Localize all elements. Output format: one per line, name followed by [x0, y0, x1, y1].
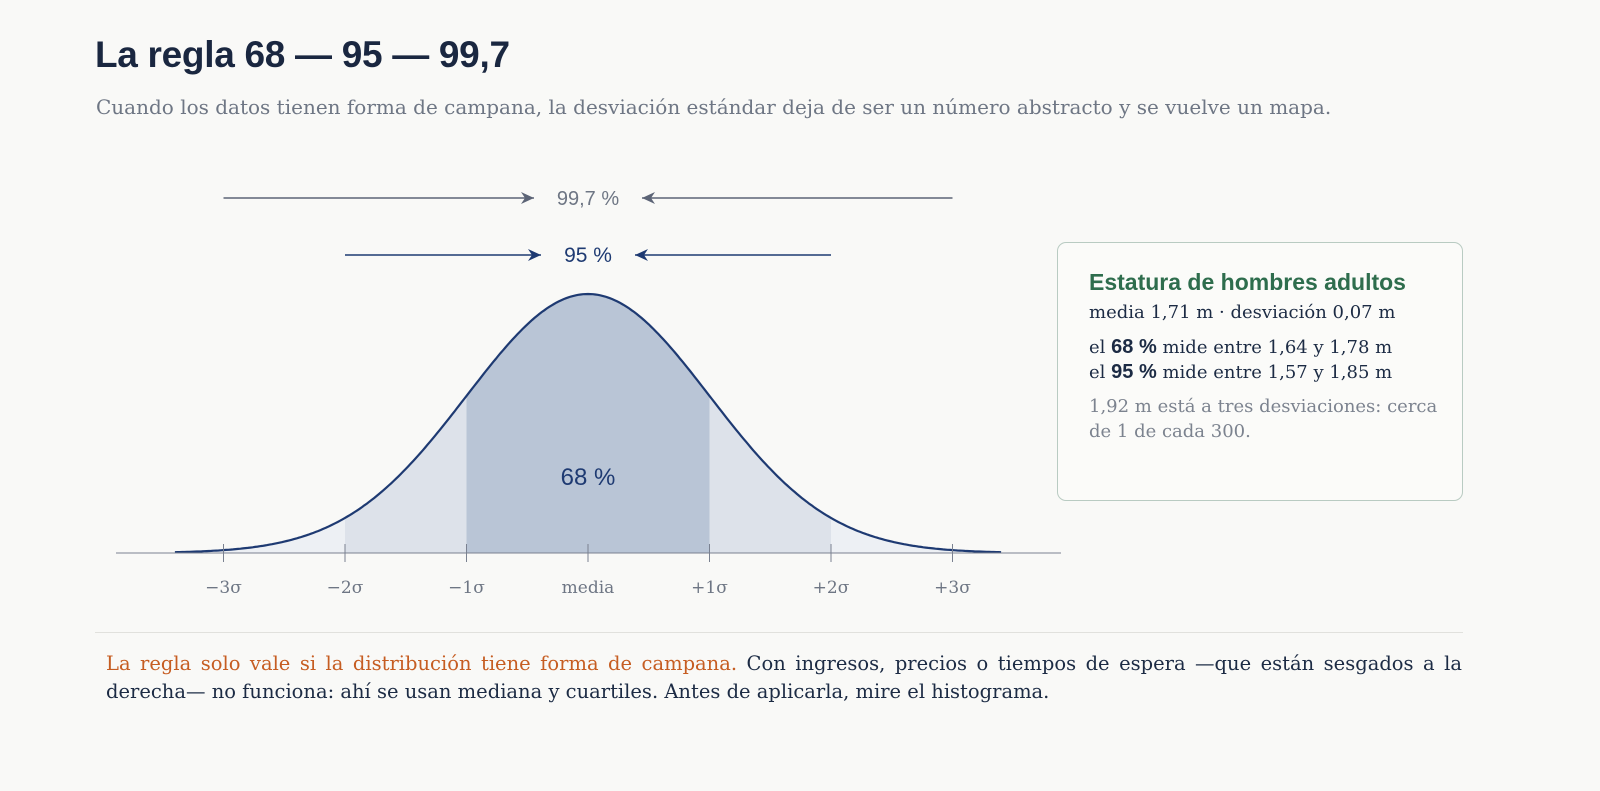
arrow-head-left — [635, 249, 648, 261]
footnote: La regla solo vale si la distribución ti… — [106, 650, 1462, 706]
arrow-head-right — [528, 249, 541, 261]
card-title: Estatura de hombres adultos — [1089, 269, 1406, 295]
range-label: 95 % — [564, 244, 612, 267]
page-title: La regla 68 — 95 — 99,7 — [95, 34, 510, 75]
normal-distribution-diagram: −3σ −2σ −1σ media +1σ +2σ +3σ 99,7 % 95 % 68 % — [116, 188, 1061, 598]
page-subtitle: Cuando los datos tienen forma de campana… — [96, 95, 1332, 119]
section-divider — [95, 632, 1463, 633]
example-card: Estatura de hombres adultos media 1,71 m… — [1057, 242, 1463, 501]
tick-label: +2σ — [813, 578, 850, 598]
card-row-prefix: el — [1089, 362, 1106, 383]
footnote-highlight: La regla solo vale si la distribución ti… — [106, 652, 738, 675]
card-row-text: mide entre 1,57 y 1,85 m — [1162, 362, 1393, 383]
tick-label: −1σ — [448, 578, 485, 598]
range-arrows: 99,7 % 95 % — [223, 188, 953, 267]
card-row-prefix: el — [1089, 337, 1106, 358]
card-row-pct: 95 % — [1111, 361, 1157, 383]
tick-label: −2σ — [327, 578, 364, 598]
card-note: 1,92 m está a tres desviaciones: cerca d… — [1089, 396, 1438, 442]
bell-curve — [174, 292, 1002, 554]
band-label-68: 68 % — [561, 464, 616, 491]
tick-label: media — [562, 578, 615, 598]
band-area-1sigma — [466, 294, 710, 553]
card-row: el 68 % mide entre 1,64 y 1,78 m — [1089, 335, 1442, 360]
card-row: el 95 % mide entre 1,57 y 1,85 m — [1089, 360, 1442, 385]
arrow-head-left — [642, 192, 655, 204]
card-row-text: mide entre 1,64 y 1,78 m — [1162, 337, 1393, 358]
tick-label: +1σ — [691, 578, 728, 598]
arrow-head-right — [521, 192, 534, 204]
tick-label: +3σ — [934, 578, 971, 598]
range-label: 99,7 % — [557, 188, 619, 210]
footnote-text: Con ingresos, precios o tiempos de esper… — [106, 652, 1462, 703]
sigma-bands — [223, 294, 953, 553]
tick-label: −3σ — [205, 578, 242, 598]
axis-ticks: −3σ −2σ −1σ media +1σ +2σ +3σ — [205, 544, 971, 598]
card-row-pct: 68 % — [1111, 336, 1157, 358]
card-rows: el 68 % mide entre 1,64 y 1,78 m el 95 %… — [1089, 335, 1442, 385]
card-stats: media 1,71 m · desviación 0,07 m — [1089, 302, 1396, 323]
